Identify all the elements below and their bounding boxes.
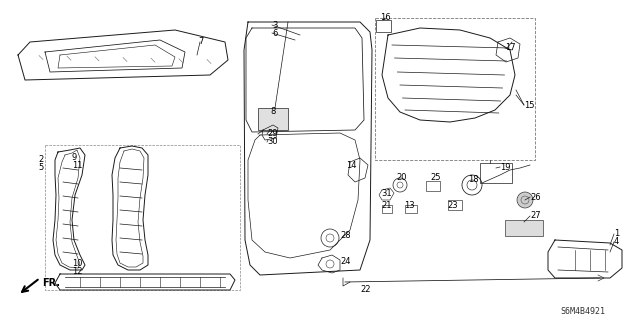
Text: 23: 23 (447, 201, 458, 210)
Text: 11: 11 (72, 160, 83, 169)
Bar (505, 220, 543, 236)
Text: 30: 30 (267, 137, 278, 146)
Text: 21: 21 (381, 201, 392, 210)
Text: 20: 20 (396, 173, 406, 182)
Text: FR.: FR. (42, 278, 60, 288)
Text: 15: 15 (524, 100, 534, 109)
Bar (382, 205, 392, 213)
Text: 3: 3 (272, 20, 277, 29)
Circle shape (517, 192, 533, 208)
Text: 22: 22 (360, 286, 371, 294)
Text: 10: 10 (72, 258, 83, 268)
Text: 4: 4 (614, 238, 620, 247)
Text: 13: 13 (404, 201, 415, 210)
Text: 7: 7 (198, 38, 204, 47)
Text: 29: 29 (267, 130, 278, 138)
Bar (405, 205, 417, 213)
Text: 16: 16 (380, 13, 390, 23)
Text: 28: 28 (340, 232, 351, 241)
Text: S6M4B4921: S6M4B4921 (560, 308, 605, 316)
Text: 19: 19 (500, 162, 511, 172)
Bar (376, 20, 391, 32)
Text: 9: 9 (72, 152, 77, 161)
Text: 18: 18 (468, 175, 479, 184)
Text: 24: 24 (340, 257, 351, 266)
Text: 6: 6 (272, 28, 277, 38)
Text: 5: 5 (38, 164, 44, 173)
Text: 2: 2 (38, 155, 44, 165)
Text: 14: 14 (346, 161, 356, 170)
Bar (258, 108, 288, 130)
Bar (480, 163, 512, 183)
Text: 25: 25 (430, 173, 440, 182)
Text: 8: 8 (270, 108, 275, 116)
Text: 27: 27 (530, 211, 541, 220)
Text: 1: 1 (614, 229, 620, 239)
Text: 12: 12 (72, 266, 83, 276)
Text: 31: 31 (381, 189, 392, 197)
Text: 17: 17 (505, 43, 516, 53)
Bar (426, 181, 440, 191)
Text: 26: 26 (530, 192, 541, 202)
Bar (448, 200, 462, 210)
